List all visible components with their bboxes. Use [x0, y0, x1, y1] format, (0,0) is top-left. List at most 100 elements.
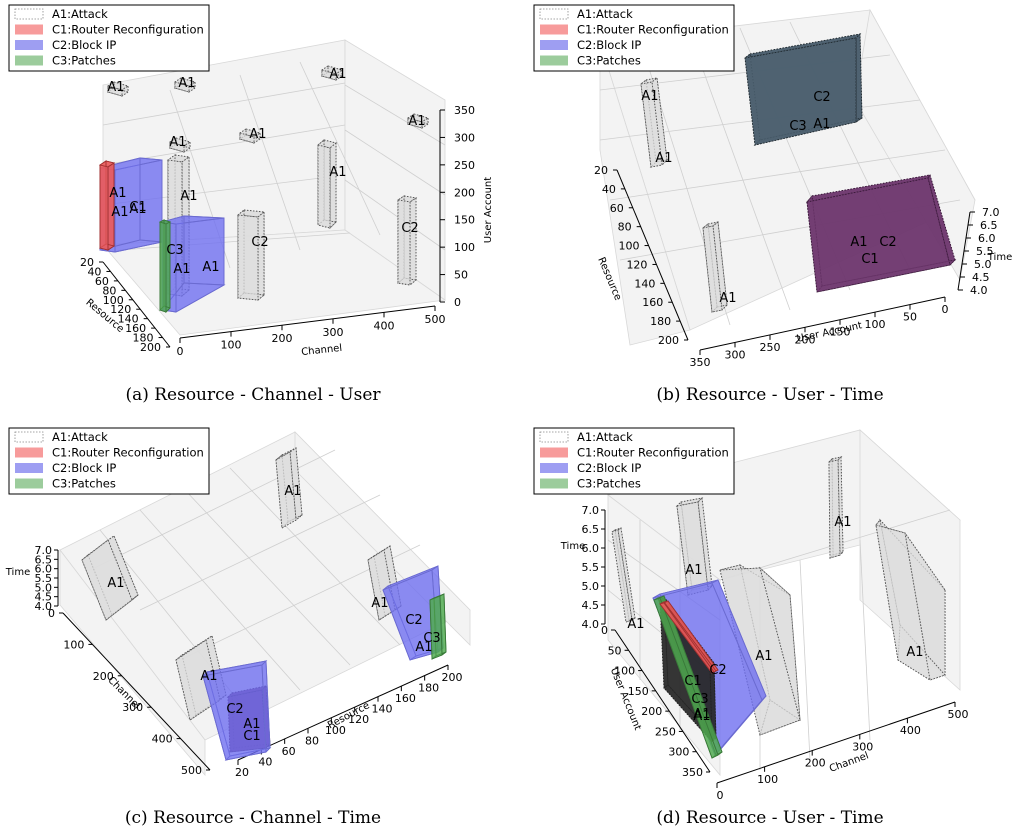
tick-label: 5.0 — [582, 580, 600, 593]
tick-label: 400 — [900, 724, 921, 737]
box-face — [174, 81, 190, 93]
legend-swatch — [15, 40, 43, 50]
axis-label-time: Time — [987, 252, 1012, 263]
legend-swatch — [15, 55, 43, 66]
tick-label: 60 — [610, 202, 624, 215]
box-face — [321, 69, 337, 81]
legend: A1:Attack C1:Router ReconfigurationC2:Blo… — [533, 427, 735, 495]
tick-label: 0 — [942, 303, 949, 316]
box-label: C2 — [401, 221, 418, 236]
tick-label: 4.0 — [35, 600, 53, 613]
legend-swatch — [15, 463, 43, 473]
box-face — [806, 177, 951, 293]
box-face — [237, 214, 259, 301]
tick-label: 300 — [725, 348, 746, 361]
tick-label: 50 — [454, 269, 468, 282]
legend-label: C2:Block IP — [52, 461, 116, 475]
tick-label: 120 — [626, 258, 647, 271]
tick-label: 80 — [618, 221, 632, 234]
tick-label: 200 — [454, 186, 475, 199]
box-face — [429, 595, 443, 660]
tick-label: 6.5 — [980, 219, 998, 232]
tick-label: 50 — [903, 311, 917, 324]
tick-label: 100 — [865, 318, 886, 331]
box-face — [275, 451, 297, 529]
box-label: A1 — [180, 189, 197, 204]
legend-swatch — [540, 478, 568, 489]
legend-label: C2:Block IP — [577, 38, 641, 52]
tick-label: 350 — [454, 104, 475, 117]
attack-box — [406, 113, 430, 129]
tick-label: 300 — [668, 746, 689, 759]
tick-label: 350 — [682, 766, 703, 779]
legend: A1:Attack C1:Router ReconfigurationC2:Blo… — [8, 427, 210, 495]
countermeasure-box — [429, 593, 447, 660]
box-label: A1 — [169, 135, 186, 150]
box-face — [927, 173, 956, 266]
legend-swatch — [540, 24, 568, 35]
legend-swatch — [15, 447, 43, 458]
box-face — [397, 199, 411, 286]
box-face — [165, 221, 171, 314]
tick-label: 100 — [614, 665, 635, 678]
box-label: C1 — [684, 674, 701, 689]
box-label: C1 — [129, 200, 146, 215]
legend-label: C1:Router Reconfiguration — [52, 23, 204, 37]
grid-line — [689, 33, 791, 311]
box-label: C2 — [226, 702, 243, 717]
tick-label: 50 — [608, 644, 622, 657]
attack-box — [702, 221, 729, 313]
tick-label: 4.5 — [35, 591, 53, 604]
box-label: A1 — [284, 484, 301, 499]
legend-label: A1:Attack — [577, 7, 633, 21]
tick-label: 5.5 — [976, 245, 994, 258]
grid-line — [184, 489, 351, 666]
tick-label: 350 — [690, 356, 711, 369]
box-face — [169, 141, 185, 153]
box-face — [409, 197, 417, 286]
box-label: A1 — [178, 76, 195, 91]
axis-channel-line — [716, 701, 956, 784]
box-label: A1 — [685, 563, 702, 578]
tick-label: 200 — [805, 757, 826, 770]
box-label: C2 — [405, 613, 422, 628]
box-label: A1 — [371, 596, 388, 611]
attack-box — [236, 209, 266, 301]
tick-label: 4.0 — [970, 284, 988, 297]
axis-channel-line — [62, 612, 211, 771]
grid-line — [799, 559, 811, 761]
legend-label: C1:Router Reconfiguration — [52, 446, 204, 460]
grid-line — [229, 467, 401, 646]
box-label: C1 — [861, 252, 878, 267]
tick-label: 100 — [63, 638, 84, 651]
caption-b: (b) Resource - User - Time — [656, 385, 883, 405]
legend-label: A1:Attack — [52, 430, 108, 444]
tick-label: 100 — [221, 339, 242, 352]
tick-label: 100 — [757, 773, 778, 786]
box-face — [107, 85, 123, 97]
attack-box — [611, 527, 636, 623]
panel-b: 20 40 60 80 100 120 140 160 180 200 350 300 250 200 15… — [533, 4, 1012, 405]
tick-label: 300 — [454, 131, 475, 144]
tick-label: 180 — [133, 332, 154, 345]
countermeasure-box — [659, 600, 719, 674]
tick-label: 150 — [628, 685, 649, 698]
legend-label: C2:Block IP — [577, 461, 641, 475]
tick-label: 150 — [830, 326, 851, 339]
tick-label: 100 — [454, 241, 475, 254]
panel-d: 4.04.55.05.56.06.57.00501001502002503003… — [533, 427, 969, 828]
axis-resource-line — [616, 169, 689, 341]
box-label: A1 — [408, 114, 425, 129]
tick-label: 150 — [454, 214, 475, 227]
box-label: A1 — [249, 127, 266, 142]
legend-swatch — [15, 478, 43, 489]
tick-label: 100 — [325, 724, 346, 737]
tick-label: 500 — [425, 313, 446, 326]
box-label: A1 — [850, 235, 867, 250]
tick-label: 20 — [80, 256, 94, 269]
box-label: A1 — [641, 89, 658, 104]
tick-label: 0 — [601, 624, 608, 637]
box-label: A1 — [200, 669, 217, 684]
tick-label: 300 — [852, 740, 873, 753]
